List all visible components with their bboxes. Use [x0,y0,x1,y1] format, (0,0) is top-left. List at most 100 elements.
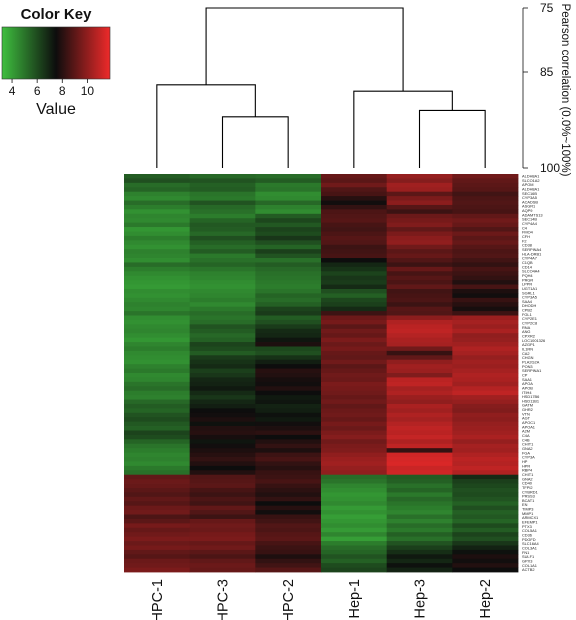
heatmap-cell [386,412,453,418]
heatmap-cell [255,518,322,524]
heatmap-cell [452,218,519,224]
heatmap-cell [452,187,519,193]
heatmap-cell [452,280,519,285]
heatmap-cell [452,443,519,449]
color-key-title: Color Key [21,6,93,23]
heatmap-cell [255,302,322,308]
gene-label: ASGR1 [522,204,535,209]
heatmap-cell [189,412,256,418]
heatmap-cell [321,426,388,431]
heatmap-cell [386,302,453,308]
heatmap-cell [255,443,322,449]
gene-label: ALDH8A1 [522,186,539,191]
heatmap-cell [321,403,388,409]
gene-label: CYBRD1 [522,489,538,494]
heatmap-cell [124,558,191,564]
gene-label: ADAMTS13 [522,212,543,217]
gene-label: RBP4 [522,468,533,473]
heatmap-cell [321,306,388,312]
gene-label: GPX3 [522,558,532,563]
heatmap-cell [189,258,256,263]
dendrogram-branch [205,7,404,92]
heatmap-cell [255,492,322,498]
heatmap-cell [452,174,519,179]
heatmap-cell [321,288,388,294]
heatmap-cell [452,355,519,361]
heatmap-cell [124,487,191,493]
heatmap-cell [321,204,388,210]
heatmap-cell [255,280,322,285]
heatmap-cell [189,448,256,453]
heatmap-cell [452,222,519,228]
heatmap-cell [189,541,256,546]
heatmap-cell [189,483,256,489]
heatmap-cell [452,333,519,339]
heatmap-cell [255,381,322,387]
heatmap-cell [452,399,519,405]
heatmap-cell [321,359,388,365]
heatmap-cell [386,249,453,254]
heatmap-cell [386,465,453,471]
heatmap-cell [386,178,453,184]
heatmap-cell [189,346,256,352]
heatmap-cell [452,350,519,356]
heatmap-cell [255,541,322,546]
heatmap-cell [452,470,519,476]
gene-label: PTX3 [522,524,532,529]
heatmap-cell [124,333,191,339]
heatmap-cell [255,240,322,246]
heatmap-cell [452,311,519,316]
heatmap-cell [124,554,191,560]
heatmap-cell [124,390,191,396]
gene-label: CPXR2 [522,334,535,339]
heatmap-cell [255,249,322,254]
heatmap-cell [124,452,191,458]
heatmap-cell [386,275,453,281]
heatmap-cell [255,496,322,502]
heatmap-cell [452,368,519,374]
heatmap-cell [386,218,453,224]
heatmap-cell [255,306,322,312]
gene-label: HLA-DRB1 [522,251,541,256]
heatmap-cell [189,222,256,228]
heatmap-cell [189,275,256,281]
heatmap-cell [124,364,191,369]
heatmap-cell [124,368,191,374]
heatmap-cell [124,399,191,405]
heatmap-cell [321,231,388,237]
heatmap-cell [386,461,453,467]
heatmap-cell [321,328,388,334]
heatmap-cell [386,253,453,259]
heatmap-cell [321,487,388,493]
heatmap-cell [452,563,519,568]
heatmap-cell [124,359,191,365]
heatmap-cell [124,249,191,254]
gene-label: ANG [522,329,530,334]
heatmap-cell [255,399,322,405]
heatmap-cell [386,549,453,555]
heatmap-cell [255,284,322,290]
heatmap-cell [189,284,256,290]
heatmap-cell [452,249,519,254]
heatmap-cell [124,527,191,533]
heatmap-cell [189,280,256,285]
heatmap-cell [124,373,191,378]
heatmap-cell [124,549,191,555]
gene-label: ACTB2 [522,567,535,572]
heatmap-cell [386,293,453,299]
heatmap-cell [321,527,388,533]
heatmap-cell [452,306,519,312]
heatmap-cell [124,505,191,511]
heatmap-cell [452,315,519,321]
heatmap-cell [321,510,388,515]
gene-label: AGT [522,416,531,421]
heatmap-cell [124,240,191,246]
heatmap-cell [124,421,191,427]
gene-label: HPR [522,463,530,468]
heatmap-cell [452,483,519,489]
heatmap-cell [386,315,453,321]
heatmap-cell [124,209,191,215]
gene-label: CYP3A5 [522,195,537,200]
heatmap-cell [189,333,256,339]
heatmap-cell [189,496,256,502]
